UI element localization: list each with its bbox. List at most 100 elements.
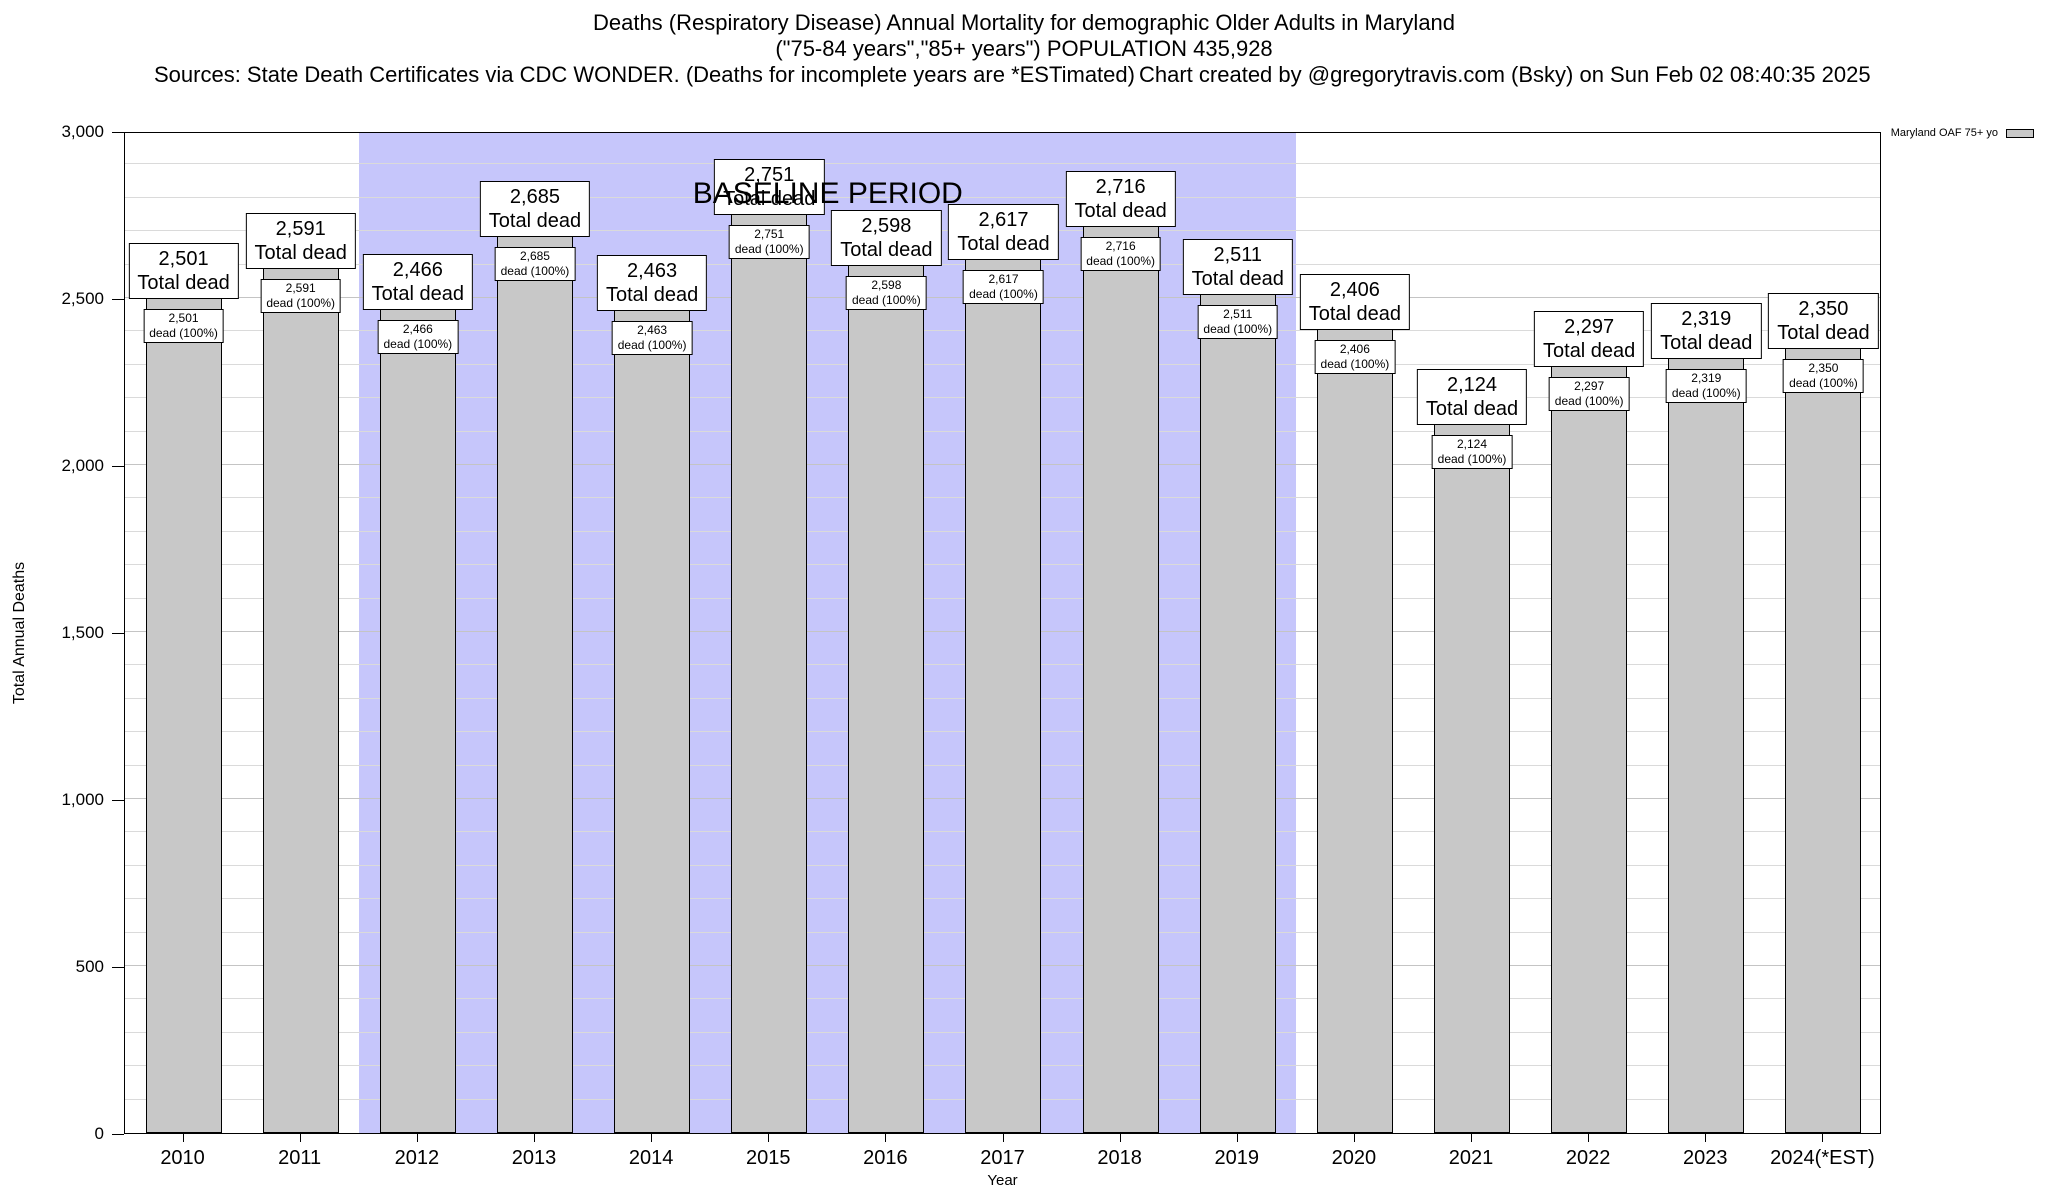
x-axis-tick-mark	[1705, 1134, 1707, 1142]
bar-total-label: 2,751 Total dead	[714, 159, 825, 216]
bar-slot-2019: 2,511 Total dead 2,511 dead (100%)	[1179, 133, 1296, 1133]
bar-2021	[1434, 423, 1511, 1133]
bar-total-suffix: Total dead	[1308, 303, 1402, 326]
bar-total-label: 2,406 Total dead	[1299, 274, 1411, 331]
bar-total-suffix: Total dead	[1074, 199, 1167, 222]
bar-percent-suffix: dead (100%)	[969, 286, 1038, 301]
y-axis-tick-label: 2,000	[61, 456, 104, 475]
x-axis-tick-label: 2024(*EST)	[1770, 1147, 1875, 1169]
x-axis-tick-mark	[182, 1134, 184, 1142]
y-axis-tick-label: 2,500	[61, 289, 104, 308]
bar-2024(*EST)	[1785, 348, 1862, 1133]
bar-percent-label: 2,297 dead (100%)	[1548, 376, 1630, 411]
bar-total-label: 2,598 Total dead	[831, 210, 942, 267]
bar-slot-2022: 2,297 Total dead 2,297 dead (100%)	[1531, 133, 1648, 1133]
bar-total-suffix: Total dead	[723, 188, 816, 211]
bar-percent-suffix: dead (100%)	[1086, 253, 1155, 268]
bar-total-suffix: Total dead	[488, 210, 582, 233]
bar-slot-2015: 2,751 Total dead 2,751 dead (100%)	[711, 133, 828, 1133]
sources-note: Sources: State Death Certificates via CD…	[154, 62, 1135, 87]
x-axis-tick-label: 2022	[1565, 1147, 1611, 1169]
bar-slot-2016: 2,598 Total dead 2,598 dead (100%)	[828, 133, 945, 1133]
bar-slot-2011: 2,591 Total dead 2,591 dead (100%)	[242, 133, 359, 1133]
y-axis-tick-mark	[112, 1133, 124, 1135]
bar-2010	[145, 297, 222, 1133]
bar-percent-label: 2,319 dead (100%)	[1665, 369, 1747, 404]
bar-2018	[1082, 225, 1159, 1133]
bar-total-value: 2,598	[861, 215, 912, 238]
bar-total-suffix: Total dead	[957, 232, 1050, 255]
x-axis-tick-mark	[768, 1134, 770, 1142]
x-axis-tick-label: 2015	[745, 1147, 791, 1169]
bar-total-label: 2,319 Total dead	[1651, 303, 1762, 360]
x-axis-tick-mark	[1822, 1134, 1824, 1142]
bar-percent-label: 2,350 dead (100%)	[1783, 359, 1864, 394]
legend-label: Maryland OAF 75+ yo	[1890, 127, 1998, 139]
bar-2012	[379, 309, 456, 1133]
bar-percent-suffix: dead (100%)	[1203, 322, 1273, 337]
baseline-period-label: BASELINE PERIOD	[692, 177, 963, 210]
bar-total-suffix: Total dead	[371, 283, 464, 306]
bar-percent-label: 2,716 dead (100%)	[1080, 236, 1161, 271]
bar-percent-label: 2,685 dead (100%)	[494, 247, 576, 282]
bar-2023	[1668, 358, 1745, 1133]
bar-total-value: 2,319	[1681, 308, 1732, 331]
bar-percent-suffix: dead (100%)	[1320, 357, 1390, 372]
bar-total-suffix: Total dead	[137, 271, 230, 294]
bar-percent-value: 2,591	[285, 280, 316, 295]
bar-percent-suffix: dead (100%)	[383, 337, 453, 352]
bar-percent-label: 2,406 dead (100%)	[1314, 340, 1396, 375]
bar-percent-suffix: dead (100%)	[500, 264, 570, 279]
y-axis-tick-label: 0	[94, 1124, 104, 1143]
bar-total-label: 2,124 Total dead	[1416, 368, 1528, 425]
bar-total-value: 2,124	[1446, 373, 1498, 396]
bar-total-suffix: Total dead	[605, 284, 699, 307]
bar-percent-label: 2,463 dead (100%)	[611, 321, 693, 356]
bar-percent-suffix: dead (100%)	[1671, 386, 1741, 401]
x-axis-tick-mark	[885, 1134, 887, 1142]
y-axis-tick-mark	[112, 966, 124, 968]
bar-total-value: 2,685	[509, 186, 560, 209]
x-axis-tick-label: 2010	[160, 1147, 205, 1169]
bar-total-value: 2,511	[1213, 244, 1263, 267]
bar-percent-suffix: dead (100%)	[734, 242, 804, 257]
bar-percent-value: 2,319	[1691, 371, 1722, 386]
x-axis-tick-label: 2016	[863, 1147, 908, 1169]
bar-total-value: 2,591	[275, 217, 326, 240]
y-axis-tick-mark	[112, 465, 124, 467]
bar-total-label: 2,685 Total dead	[479, 181, 591, 238]
x-axis-tick-label: 2013	[511, 1147, 557, 1169]
y-axis-tick-label: 1,000	[61, 790, 104, 809]
bar-total-value: 2,716	[1095, 175, 1146, 198]
bar-slot-2021: 2,124 Total dead 2,124 dead (100%)	[1413, 133, 1530, 1133]
x-axis-title: Year	[987, 1172, 1018, 1189]
plot-area: 2,501 Total dead 2,501 dead (100%) 2,591 Tota…	[124, 132, 1881, 1134]
bar-percent-suffix: dead (100%)	[1789, 376, 1858, 391]
bar-total-label: 2,466 Total dead	[362, 254, 473, 311]
bar-percent-label: 2,466 dead (100%)	[377, 320, 459, 355]
bar-percent-suffix: dead (100%)	[617, 338, 687, 353]
bar-total-suffix: Total dead	[1543, 339, 1636, 362]
bar-percent-value: 2,466	[402, 322, 433, 337]
bar-2015	[731, 214, 808, 1133]
credit-note: Chart created by @gregorytravis.com (Bsk…	[1139, 62, 1871, 87]
bar-percent-label: 2,511 dead (100%)	[1197, 305, 1279, 340]
bar-total-value: 2,406	[1329, 279, 1380, 302]
bar-percent-label: 2,501 dead (100%)	[143, 308, 224, 343]
x-axis-tick-mark	[533, 1134, 535, 1142]
x-axis-tick-label: 2011	[278, 1147, 322, 1169]
bar-percent-label: 2,598 dead (100%)	[846, 276, 927, 311]
bar-2013	[496, 236, 573, 1133]
bar-2014	[614, 310, 691, 1133]
bar-slot-2020: 2,406 Total dead 2,406 dead (100%)	[1296, 133, 1413, 1133]
gridline	[125, 163, 1880, 165]
chart-title: Deaths (Respiratory Disease) Annual Mort…	[592, 10, 1456, 35]
bar-total-suffix: Total dead	[1191, 268, 1284, 291]
bar-percent-value: 2,617	[988, 271, 1019, 286]
bar-total-label: 2,297 Total dead	[1534, 310, 1645, 367]
bar-total-value: 2,466	[392, 259, 443, 282]
bar-percent-value: 2,685	[519, 249, 550, 264]
bar-percent-label: 2,751 dead (100%)	[728, 225, 810, 260]
bar-slot-2017: 2,617 Total dead 2,617 dead (100%)	[945, 133, 1062, 1133]
bar-total-suffix: Total dead	[840, 239, 933, 262]
